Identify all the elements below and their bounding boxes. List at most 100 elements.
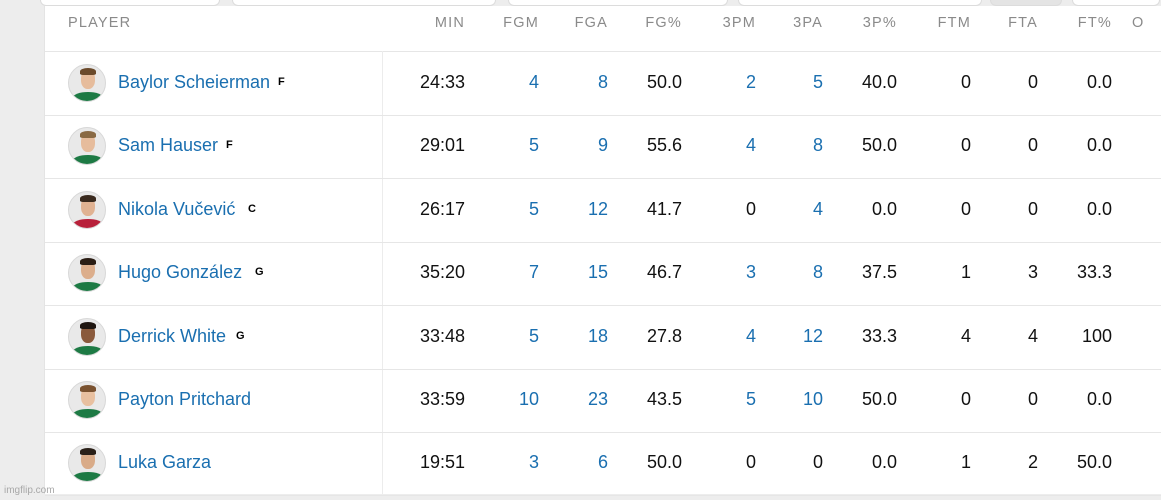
player-avatar[interactable] [68,444,106,483]
player-name-link[interactable]: Baylor Scheierman [118,72,271,92]
cell-3pa[interactable]: 4 [812,198,823,219]
cell-3p-pct: 33.3 [861,325,897,346]
cell-3pm[interactable]: 3 [745,262,756,283]
player-position: C [248,202,256,215]
col-header-fta[interactable]: FTA [1008,15,1038,31]
cell-ft-pct: 0.0 [1086,72,1112,92]
cell-3pa[interactable]: 10 [802,389,823,409]
cell-ftm: 1 [960,262,971,283]
cell-fgm[interactable]: 5 [528,135,539,156]
cell-ft-pct: 0.0 [1086,198,1112,219]
cell-3p-pct: 37.5 [861,262,897,283]
col-header-fg-pct[interactable]: FG% [645,15,682,31]
cell-3p-pct: 50.0 [861,135,897,156]
cell-3p-pct: 50.0 [861,389,897,409]
cell-ftm: 0 [960,72,971,92]
player-avatar[interactable] [68,317,106,356]
cell-fga[interactable]: 8 [597,72,608,92]
cell-ft-pct: 33.3 [1076,262,1112,283]
cell-fta: 4 [1027,325,1038,346]
cell-fgm[interactable]: 5 [528,198,539,219]
cell-fta: 0 [1027,72,1038,92]
cell-min: 29:01 [419,135,465,156]
table-row: Derrick White G 33:48 5 18 27.8 4 12 33.3 4 4 100 [45,306,1161,370]
cell-min: 24:33 [419,72,465,92]
col-header-fga[interactable]: FGA [574,15,608,31]
cell-3pa[interactable]: 12 [802,325,823,346]
player-name-link[interactable]: Nikola Vučević [118,198,236,219]
table-header: PLAYER MIN FGM FGA FG% 3PM 3PA 3P% FTM F… [45,6,1161,52]
player-position: G [236,329,245,342]
cell-3p-pct: 40.0 [861,72,897,92]
player-avatar[interactable] [68,254,106,293]
table-row: Nikola Vučević C 26:17 5 12 41.7 0 4 0.0 0 0 0.0 [45,179,1161,243]
cell-ftm: 1 [960,452,971,473]
cell-ftm: 0 [960,389,971,409]
cell-fga[interactable]: 18 [587,325,608,346]
cell-3pm: 0 [745,452,756,473]
watermark: imgflip.com [4,485,55,496]
cell-3pm[interactable]: 2 [745,72,756,92]
player-position: F [278,76,285,88]
cell-ftm: 4 [960,325,971,346]
cell-3pa[interactable]: 5 [812,72,823,92]
cell-fgm[interactable]: 5 [528,325,539,346]
col-header-oreb[interactable]: O [1132,15,1145,31]
player-name-link[interactable]: Payton Pritchard [118,389,252,409]
col-header-player[interactable]: PLAYER [68,15,132,31]
cell-3pm[interactable]: 5 [745,389,756,409]
player-avatar[interactable] [68,381,106,419]
table-row: Payton Pritchard 33:59 10 23 43.5 5 10 50.0 0 0 0.… [45,369,1161,433]
cell-fg-pct: 50.0 [646,72,682,92]
cell-fta: 0 [1027,135,1038,156]
cell-3pa[interactable]: 8 [812,262,823,283]
cell-fg-pct: 27.8 [646,325,682,346]
box-score-table: PLAYER MIN FGM FGA FG% 3PM 3PA 3P% FTM F… [44,6,1161,497]
cell-3p-pct: 0.0 [871,198,897,219]
player-avatar[interactable] [68,64,106,102]
col-header-min[interactable]: MIN [434,15,465,31]
table-row: Luka Garza 19:51 3 6 50.0 0 0 0.0 1 2 50.0 [45,432,1161,497]
cell-fta: 2 [1027,452,1038,473]
player-name-link[interactable]: Sam Hauser [118,135,219,156]
player-name-link[interactable]: Hugo González [118,262,243,283]
cell-fga[interactable]: 12 [587,198,608,219]
cell-ft-pct: 50.0 [1076,452,1112,473]
cell-fgm[interactable]: 4 [528,72,539,92]
col-header-fgm[interactable]: FGM [503,15,539,31]
cell-min: 33:59 [419,389,465,409]
cell-fga[interactable]: 6 [597,452,608,473]
cell-3pa[interactable]: 8 [812,135,823,156]
col-header-3pm[interactable]: 3PM [722,15,756,31]
col-header-ftm[interactable]: FTM [937,15,971,31]
col-header-3pa[interactable]: 3PA [793,15,823,31]
col-header-3p-pct[interactable]: 3P% [862,15,897,31]
cell-3pm[interactable]: 4 [745,135,756,156]
cell-min: 33:48 [419,325,465,346]
cell-ftm: 0 [960,135,971,156]
player-position: F [226,139,233,152]
col-header-ft-pct[interactable]: FT% [1077,15,1112,31]
cell-3p-pct: 0.0 [871,452,897,473]
cell-fgm[interactable]: 3 [528,452,539,473]
cell-fga[interactable]: 23 [587,389,608,409]
cell-ft-pct: 0.0 [1086,389,1112,409]
cell-3pm[interactable]: 4 [745,325,756,346]
cell-3pm: 0 [745,198,756,219]
cell-fg-pct: 41.7 [646,198,682,219]
cell-fg-pct: 43.5 [646,389,682,409]
cell-fg-pct: 50.0 [646,452,682,473]
cell-fga[interactable]: 15 [587,262,608,283]
cell-fgm[interactable]: 7 [528,262,539,283]
cell-min: 19:51 [419,452,465,473]
cell-fta: 0 [1027,198,1038,219]
player-avatar[interactable] [68,190,106,229]
player-name-link[interactable]: Luka Garza [118,452,212,473]
cell-fta: 0 [1027,389,1038,409]
cell-min: 35:20 [419,262,465,283]
cell-fga[interactable]: 9 [597,135,608,156]
cell-fgm[interactable]: 10 [518,389,539,409]
player-name-link[interactable]: Derrick White [118,325,227,346]
player-avatar[interactable] [68,127,106,166]
player-position: G [255,266,264,279]
